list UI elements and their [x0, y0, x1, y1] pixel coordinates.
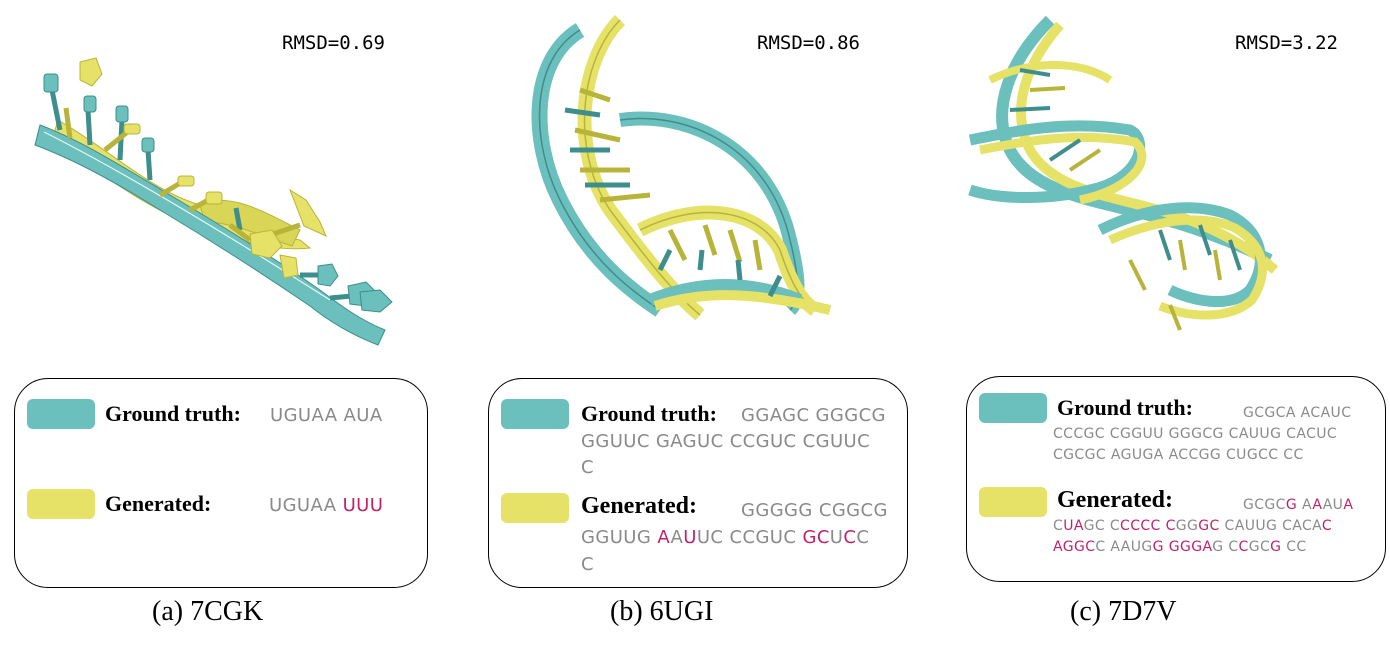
- mutated-bases: G: [1270, 539, 1282, 555]
- sequence-bases: CGCGC AGUGA ACCGG CUGCC CC: [1053, 447, 1304, 463]
- mutated-bases: C: [843, 527, 857, 548]
- generated-swatch: [501, 493, 569, 523]
- panel-6ugi: RMSD=0.86 Ground truth: GGAGC GGGCG GGUUC…: [470, 0, 920, 646]
- mutated-bases: GC: [1198, 518, 1220, 534]
- sequence-line: GCGCG AAAUA: [1053, 495, 1353, 516]
- sequence-bases: G C: [1212, 539, 1239, 555]
- mutated-bases: G GGGA: [1152, 539, 1213, 555]
- sequence-bases: UGUAA: [269, 495, 343, 516]
- ground-truth-swatch: [27, 399, 95, 429]
- generated-label: Generated:: [581, 493, 697, 519]
- rna-structure-7cgk: [34, 57, 393, 346]
- mutated-bases: C: [1321, 518, 1333, 534]
- ground-truth-sequence: GCGCA ACAUC CCCGC CGGUU GGGCG CAUUG CACUC…: [1053, 403, 1351, 466]
- panel-7d7v: RMSD=3.22 Ground truth: GCGCA ACAUC CCCGC…: [930, 0, 1390, 646]
- ground-truth-label: Ground truth:: [581, 401, 717, 426]
- mutated-bases: U: [683, 527, 697, 548]
- sequence-line: GGUUG AAUUC CCGUC GCUCC: [581, 524, 888, 551]
- ground-truth-label: Ground truth:: [105, 401, 241, 426]
- sequence-box: Ground truth: UGUAA AUA Generated: UGUAA…: [14, 378, 428, 588]
- sequence-bases: GCGC: [1243, 497, 1286, 513]
- sequence-bases: C AAUG: [1095, 539, 1153, 555]
- sequence-line: CCCGC CGGUU GGGCG CAUUG CACUC: [1053, 424, 1351, 445]
- sequence-line: UGUAA AUA: [270, 403, 383, 429]
- sequence-bases: U: [829, 527, 844, 548]
- sequence-bases: GCGCA ACAUC: [1243, 405, 1352, 421]
- sequence-bases: GC C: [1083, 518, 1121, 534]
- generated-swatch: [27, 489, 95, 519]
- generated-label: Generated:: [105, 491, 212, 516]
- sequence-box: Ground truth: GCGCA ACAUC CCCGC CGGUU GGG…: [966, 376, 1386, 582]
- panel-caption: (b) 6UGI: [610, 596, 714, 627]
- sequence-bases: GG: [1175, 518, 1199, 534]
- sequence-bases: C: [856, 527, 870, 548]
- mutated-bases: AGGC: [1053, 539, 1096, 555]
- panel-caption: (c) 7D7V: [1070, 596, 1177, 627]
- sequence-line: C: [581, 551, 888, 578]
- sequence-line: UGUAA UUU: [269, 493, 383, 519]
- sequence-bases: A: [1297, 497, 1313, 513]
- sequence-line: GGUUC GAGUC CCGUC CGUUC: [581, 429, 886, 455]
- rmsd-value: RMSD=0.69: [282, 32, 385, 54]
- ground-truth-swatch: [979, 393, 1047, 423]
- sequence-bases: GGAGC GGGCG: [741, 405, 886, 426]
- rna-structure-6ugi: [531, 15, 832, 321]
- sequence-box: Ground truth: GGAGC GGGCG GGUUC GAGUC CCG…: [488, 378, 908, 588]
- generated-sequence: UGUAA UUU: [269, 493, 383, 519]
- ground-truth-swatch: [501, 399, 569, 429]
- sequence-bases: AU: [1322, 497, 1344, 513]
- sequence-bases: CC: [1281, 539, 1307, 555]
- sequence-bases: GGUUC GAGUC CCGUC CGUUC: [581, 431, 871, 452]
- sequence-line: AGGCC AAUGG GGGAG CCGCG CC: [1053, 537, 1353, 558]
- mutated-bases: UUU: [342, 495, 384, 516]
- mutated-bases: G: [1285, 497, 1298, 513]
- sequence-bases: A: [670, 527, 684, 548]
- mutated-bases: UA: [1063, 518, 1084, 534]
- sequence-line: CUAGC CCCCC CGGGC CAUUG CACAC: [1053, 516, 1353, 537]
- rmsd-value: RMSD=0.86: [757, 32, 860, 54]
- mutated-bases: A: [1312, 497, 1323, 513]
- ground-truth-sequence[interactable]: GGAGC GGGCG GGUUC GAGUC CCGUC CGUUC C: [581, 403, 886, 481]
- sequence-bases: GGUUG: [581, 527, 658, 548]
- ground-truth-sequence: UGUAA AUA: [270, 403, 383, 429]
- sequence-bases: CAUUG CACA: [1219, 518, 1322, 534]
- mutated-bases: GC: [802, 527, 830, 548]
- sequence-line: GGAGC GGGCG: [581, 403, 886, 429]
- mutated-bases: A: [1343, 497, 1354, 513]
- sequence-bases: GGGGG CGGCG: [741, 500, 888, 521]
- panel-7cgk: RMSD=0.69 Ground truth: UGUAA AUA Genera…: [0, 0, 460, 646]
- sequence-line: GGGGG CGGCG: [581, 497, 888, 524]
- sequence-line: C: [581, 455, 886, 481]
- rmsd-value: RMSD=3.22: [1235, 32, 1338, 54]
- mutated-bases: C: [1238, 539, 1249, 555]
- generated-sequence: GGGGG CGGCG GGUUG AAUUC CCGUC GCUCC C: [581, 497, 888, 578]
- mutated-bases: CCCC C: [1120, 518, 1176, 534]
- ground-truth-label: Ground truth:: [1057, 395, 1193, 420]
- sequence-line: GCGCA ACAUC: [1053, 403, 1351, 424]
- sequence-bases: C: [581, 457, 594, 478]
- rna-structure-7d7v: [968, 15, 1279, 331]
- sequence-bases: UGUAA AUA: [270, 405, 383, 426]
- generated-swatch: [979, 487, 1047, 517]
- panel-caption: (a) 7CGK: [152, 596, 264, 627]
- generated-label: Generated:: [1057, 487, 1173, 513]
- sequence-bases: C: [1053, 518, 1064, 534]
- sequence-bases: C: [581, 554, 594, 575]
- generated-sequence: GCGCG AAAUA CUAGC CCCCC CGGGC CAUUG CACAC…: [1053, 495, 1353, 558]
- mutated-bases: A: [657, 527, 671, 548]
- sequence-line: CGCGC AGUGA ACCGG CUGCC CC: [1053, 445, 1351, 466]
- sequence-bases: UC CCGUC: [696, 527, 803, 548]
- sequence-bases: CCCGC CGGUU GGGCG CAUUG CACUC: [1053, 426, 1338, 442]
- sequence-bases: GC: [1248, 539, 1271, 555]
